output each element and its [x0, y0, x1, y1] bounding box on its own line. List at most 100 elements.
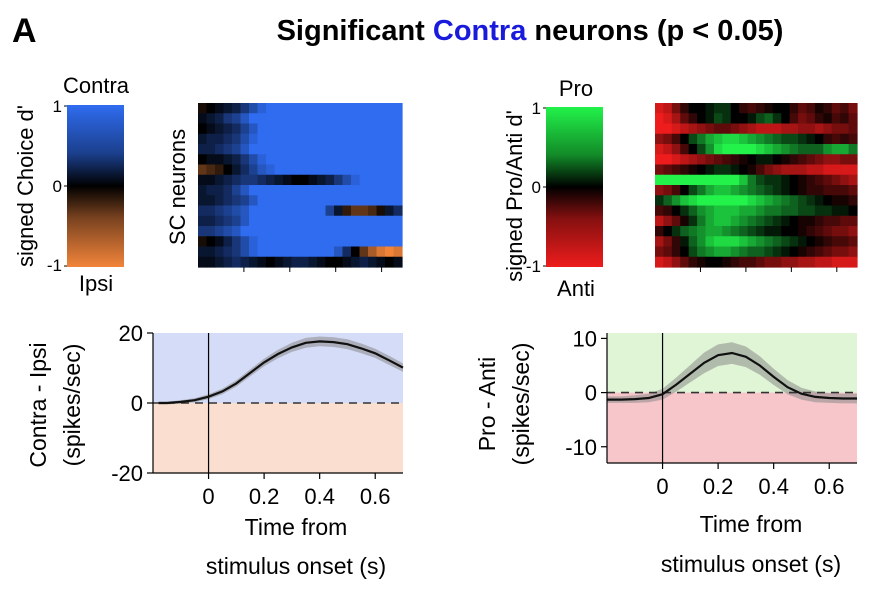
pro-anti-heatmap-cell	[823, 113, 833, 125]
pro-anti-heatmap-cell	[713, 185, 723, 196]
pro-anti-heatmap-cell	[688, 236, 698, 248]
choice-heatmap-cell	[249, 133, 259, 145]
choice-heatmap-cell	[334, 185, 344, 196]
pro-anti-heatmap-cell	[697, 185, 707, 196]
choice-heatmap-cell	[198, 113, 208, 125]
pro-anti-heatmap-cell	[705, 246, 715, 258]
pro-anti-heatmap-cell	[713, 133, 723, 145]
pro-anti-heatmap-cell	[730, 205, 740, 217]
pro-anti-heatmap-cell	[756, 103, 766, 114]
choice-heatmap-cell	[291, 133, 301, 145]
pro-anti-heatmap-cell	[789, 144, 799, 155]
contra-ipsi-xlabel-line2: stimulus onset (s)	[206, 553, 386, 579]
choice-heatmap-cell	[334, 246, 344, 258]
pro-anti-heatmap-cell	[713, 154, 723, 166]
choice-heatmap-cell	[376, 154, 386, 166]
choice-heatmap-cell	[325, 215, 335, 227]
pro-anti-heatmap-cell	[730, 174, 740, 186]
pro-anti-heatmap-cell	[823, 174, 833, 186]
pro-anti-heatmap-cell	[764, 246, 774, 258]
choice-heatmap-cell	[274, 174, 284, 186]
pro-anti-heatmap-cell	[747, 113, 757, 125]
pro-anti-heatmap-cell	[756, 226, 766, 237]
pro-anti-heatmap-cell	[848, 256, 858, 268]
choice-heatmap-cell	[393, 195, 403, 207]
pro-anti-heatmap-cell	[848, 246, 858, 258]
pro-anti-heatmap-cell	[663, 226, 673, 237]
pro-anti-xlabel-line2: stimulus onset (s)	[661, 551, 841, 577]
choice-heatmap-cell	[368, 226, 378, 237]
pro-anti-heatmap-cell	[739, 144, 749, 155]
choice-heatmap-cell	[283, 246, 293, 258]
pro-anti-heatmap-cell	[705, 215, 715, 227]
contra-ipsi-ytick-label: 20	[119, 321, 143, 346]
choice-heatmap-cell	[291, 226, 301, 237]
pro-anti-heatmap-cell	[831, 256, 841, 268]
pro-anti-heatmap-cell	[680, 236, 690, 248]
pro-anti-heatmap-cell	[722, 144, 732, 155]
pro-anti-heatmap-cell	[722, 133, 732, 145]
pro-anti-heatmap-cell	[772, 123, 782, 135]
pro-anti-heatmap-cell	[739, 256, 749, 268]
choice-heatmap-cell	[198, 185, 208, 196]
pro-anti-xtick-label: 0.2	[703, 474, 734, 499]
choice-heatmap-cell	[325, 246, 335, 258]
choice-heatmap-cell	[240, 164, 250, 176]
choice-heatmap-cell	[215, 174, 225, 186]
choice-heatmap-cell	[240, 174, 250, 186]
pro-anti-heatmap-cell	[722, 246, 732, 258]
choice-heatmap-cell	[359, 123, 369, 135]
pro-anti-heatmap-cell	[730, 113, 740, 125]
pro-anti-heatmap-cell	[663, 113, 673, 125]
choice-heatmap-cell	[385, 164, 395, 176]
choice-heatmap-cell	[385, 195, 395, 207]
pro-anti-heatmap-cell	[789, 164, 799, 176]
pro-anti-heatmap	[655, 103, 858, 272]
choice-heatmap-cell	[368, 236, 378, 248]
choice-heatmap-cell	[274, 236, 284, 248]
choice-heatmap-cell	[223, 103, 233, 114]
pro-anti-heatmap-cell	[806, 154, 816, 166]
choice-heatmap-cell	[223, 185, 233, 196]
choice-heatmap-cell	[232, 205, 242, 217]
choice-heatmap-cell	[232, 195, 242, 207]
choice-heatmap-cell	[283, 154, 293, 166]
choice-heatmap-cell	[385, 103, 395, 114]
choice-heatmap-cell	[232, 246, 242, 258]
pro-anti-heatmap-cell	[730, 164, 740, 176]
choice-heatmap-cell	[240, 195, 250, 207]
choice-heatmap-cell	[283, 256, 293, 268]
pro-anti-heatmap-cell	[730, 144, 740, 155]
pro-anti-heatmap-cell	[663, 195, 673, 207]
pro-anti-heatmap-cell	[705, 103, 715, 114]
choice-heatmap-cell	[232, 215, 242, 227]
choice-heatmap-cell	[266, 185, 276, 196]
choice-heatmap-cell	[266, 195, 276, 207]
pro-anti-heatmap-cell	[798, 185, 808, 196]
pro-anti-heatmap-cell	[840, 185, 850, 196]
pro-anti-heatmap-cell	[747, 123, 757, 135]
choice-heatmap-cell	[334, 195, 344, 207]
choice-heatmap-cell	[359, 133, 369, 145]
pro-anti-heatmap-cell	[789, 195, 799, 207]
pro-anti-heatmap-cell	[747, 256, 757, 268]
choice-heatmap-cell	[351, 144, 361, 155]
choice-heatmap-cell	[376, 246, 386, 258]
pro-anti-heatmap-cell	[655, 256, 665, 268]
pro-anti-heatmap-cell	[806, 215, 816, 227]
choice-heatmap-cell	[198, 103, 208, 114]
choice-heatmap-cell	[334, 123, 344, 135]
choice-heatmap-cell	[300, 133, 310, 145]
pro-anti-heatmap-cell	[697, 195, 707, 207]
pro-anti-heatmap-cell	[747, 205, 757, 217]
choice-heatmap-cell	[215, 256, 225, 268]
choice-heatmap-cell	[240, 246, 250, 258]
title-highlight: Contra	[433, 15, 527, 47]
pro-anti-mean-line	[607, 351, 857, 401]
choice-heatmap-cell	[240, 226, 250, 237]
choice-heatmap-cell	[393, 236, 403, 248]
choice-heatmap-cell	[266, 144, 276, 155]
pro-anti-heatmap-cell	[722, 164, 732, 176]
choice-heatmap-cell	[359, 205, 369, 217]
